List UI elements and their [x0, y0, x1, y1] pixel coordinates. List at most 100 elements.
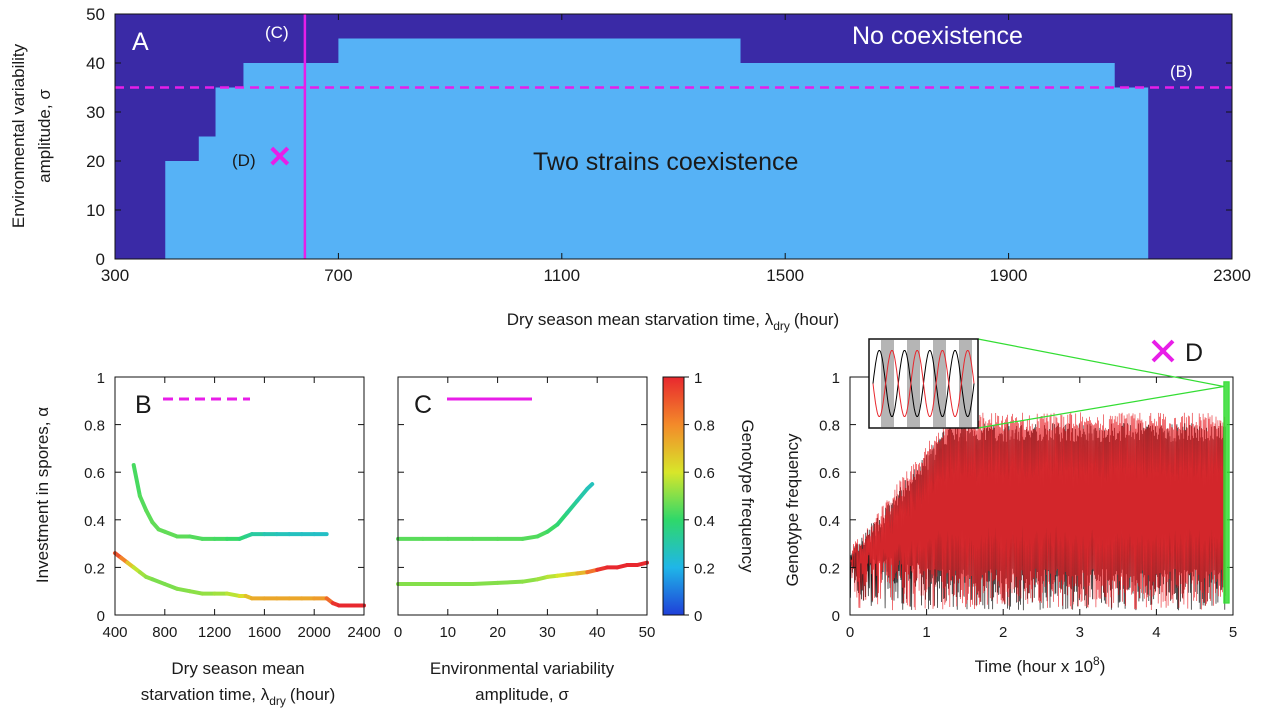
x-mark-icon: [270, 146, 290, 166]
zoom-connector: [977, 338, 1230, 604]
colorbar-title: Genotype frequency: [738, 419, 757, 573]
c-line-label: (C): [265, 23, 289, 42]
y-axis-title-a-line2: amplitude, σ: [35, 89, 54, 183]
plot-frame-d: [849, 376, 1234, 616]
panel-b: 400 800 1200 1600 2000 2400 0 0.2 0.4 0.6 0.8 1 B I…: [33, 370, 381, 708]
y-axis-title-a-line1: Environmental variability: [9, 43, 28, 228]
a-ytick-label: 10: [86, 201, 105, 220]
x-axis-title-d: Time (hour x 108): [975, 654, 1106, 676]
a-xtick-label: 300: [101, 266, 129, 285]
colorbar-tick-label: 1: [694, 370, 702, 387]
c-xtick-label: 50: [639, 624, 656, 641]
d-ytick-label: 0.2: [819, 560, 840, 577]
b-ytick-label: 0: [97, 608, 105, 625]
panel-label-a: A: [132, 28, 149, 56]
d-xtick-label: 1: [922, 624, 930, 641]
a-xtick-label: 1100: [544, 266, 581, 285]
panel-label-b: B: [135, 391, 152, 419]
b-series2-segment: [150, 577, 167, 587]
b-series2-segment: [162, 582, 180, 591]
c-xtick-label: 0: [394, 624, 402, 641]
b-series2-segment: [187, 589, 205, 596]
d-xtick-label: 3: [1076, 624, 1084, 641]
b-curves: [113, 463, 366, 608]
a-xtick-label: 1900: [990, 266, 1028, 285]
panel-c: 0 10 20 30 40 50 C Environmental variability …: [394, 370, 757, 704]
d-marker: [270, 146, 290, 166]
c-series1-segment: [585, 482, 595, 491]
x-axis-title-c-line2: amplitude, σ: [475, 685, 569, 704]
colorbar-tick-label: 0.4: [694, 513, 715, 530]
b-ytick-label: 0.2: [84, 560, 105, 577]
c-series1-segment: [555, 510, 570, 527]
c-series1-segment: [520, 534, 540, 541]
b-series1-segment: [144, 508, 155, 525]
c-series2-segment: [635, 560, 649, 568]
d-ytick-label: 0: [832, 608, 840, 625]
colorbar-tick-label: 0: [694, 608, 702, 625]
d-xtick-label: 2: [999, 624, 1007, 641]
zoom-connector-line: [977, 338, 1224, 388]
d-ytick-label: 1: [832, 370, 840, 387]
c-xtick-label: 20: [489, 624, 506, 641]
inset-season-band: [959, 340, 972, 427]
panel-d: 0 1 2 3 4 5 0 0.2 0.4 0.6 0.8 1 D Genotype frequenc…: [783, 338, 1237, 676]
zoom-region-box: [1223, 381, 1230, 604]
axis-ticks-c: 0 10 20 30 40 50: [394, 376, 656, 641]
c-series2-segment: [495, 579, 525, 585]
d-ytick-label: 0.8: [819, 418, 840, 435]
b-xtick-label: 400: [102, 624, 127, 641]
colorbar-tick-label: 0.6: [694, 465, 715, 482]
b-ytick-label: 1: [97, 370, 105, 387]
b-xtick-label: 1200: [198, 624, 231, 641]
colorbar-tick-label: 0.8: [694, 418, 715, 435]
axis-ticks-a: 300 700 1100 1500 1900 2300 0 10 20 30 40 50: [86, 5, 1251, 285]
colorbar-tick-label: 0.2: [694, 560, 715, 577]
a-ytick-label: 0: [96, 250, 105, 269]
b-ytick-label: 0.8: [84, 418, 105, 435]
b-xtick-label: 1600: [248, 624, 281, 641]
zoom-connector-line: [977, 385, 1224, 429]
b-line-label: (B): [1170, 62, 1193, 81]
b-xtick-label: 2000: [298, 624, 331, 641]
inset-series-red: [872, 350, 975, 417]
coexistence-label: Two strains coexistence: [533, 148, 798, 176]
d-xtick-label: 4: [1152, 624, 1160, 641]
b-xtick-label: 2400: [347, 624, 380, 641]
d-curves: [849, 412, 1226, 611]
coexistence-region: [165, 38, 1149, 259]
b-series1-segment: [162, 529, 180, 539]
x-axis-title-b-line2: starvation time, λdry (hour): [141, 685, 336, 708]
colorbar: [662, 376, 685, 616]
axis-ticks-b: 400 800 1200 1600 2000 2400 0 0.2 0.4 0.6 0.8 1: [84, 370, 381, 641]
c-series1-segment: [575, 486, 590, 503]
no-coexistence-label: No coexistence: [852, 22, 1023, 50]
c-series1-segment: [565, 498, 580, 515]
x-mark-icon: [1151, 339, 1175, 363]
x-axis-title-c-line1: Environmental variability: [430, 659, 615, 678]
a-ytick-label: 30: [86, 103, 105, 122]
b-series1-segment: [187, 534, 205, 541]
a-ytick-label: 20: [86, 152, 105, 171]
inset-season-band: [881, 340, 894, 427]
b-series2-segment: [225, 591, 242, 598]
d-ytick-label: 0.4: [819, 513, 840, 530]
c-series2-segment: [520, 577, 540, 584]
d-xtick-label: 0: [846, 624, 854, 641]
c-xtick-label: 10: [439, 624, 456, 641]
colorbar-ticks: 0 0.2 0.4 0.6 0.8 1: [684, 370, 715, 625]
a-ytick-label: 40: [86, 54, 105, 73]
c-curves: [396, 482, 649, 587]
plot-frame-b: [114, 376, 365, 616]
b-ytick-label: 0.6: [84, 465, 105, 482]
a-xtick-label: 1500: [766, 266, 804, 285]
d-ytick-label: 0.6: [819, 465, 840, 482]
c-series2-segment: [470, 580, 500, 587]
b-series2-segment: [175, 586, 192, 594]
panel-label-d: D: [1185, 339, 1203, 367]
d-xtick-label: 5: [1229, 624, 1237, 641]
panel-label-c: C: [414, 391, 432, 419]
a-xtick-label: 2300: [1213, 266, 1251, 285]
b-series1-segment: [131, 463, 142, 498]
